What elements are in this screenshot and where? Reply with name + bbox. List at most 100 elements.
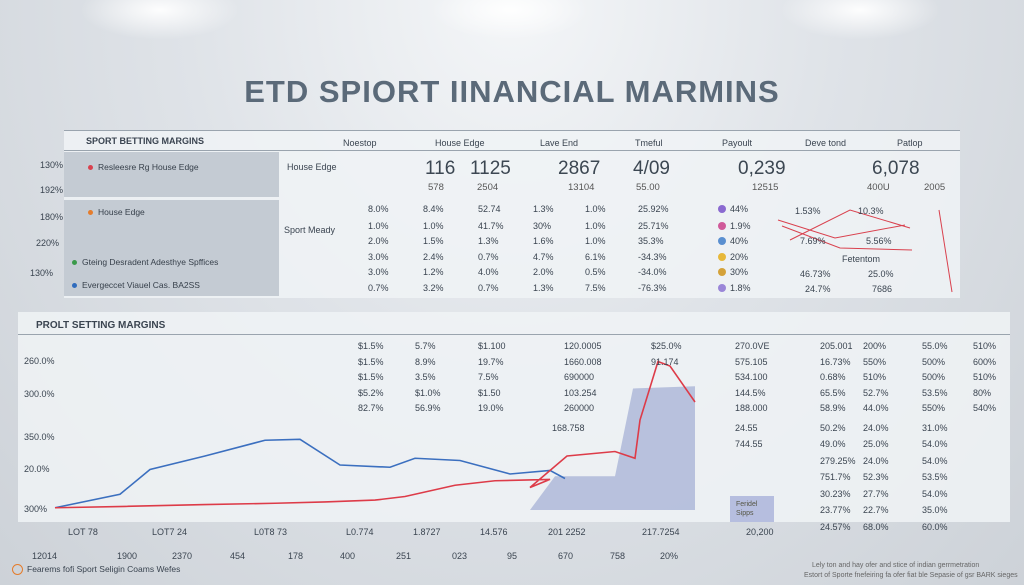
- page-title: ETD SPIORT IINANCIAL MARMINS: [244, 74, 780, 109]
- table-cell: 2.0%: [533, 267, 554, 277]
- table-cell: 20%: [730, 252, 749, 262]
- table-cell: 6.1%: [585, 252, 606, 262]
- table-cell: $5.2%: [358, 387, 384, 398]
- row-label: House Edge: [287, 162, 337, 172]
- profit-margins-panel: PROLT SETTING MARGINS: [18, 312, 1010, 522]
- table-cell: 550%: [863, 356, 887, 367]
- tick-label: 1900: [117, 551, 138, 561]
- sub-value: 55.00: [636, 182, 660, 193]
- table-cell: 68.0%: [863, 521, 889, 532]
- table-cell: 7.5%: [585, 283, 606, 293]
- legend-item: Evergeccet Viauel Cas. BA2SS: [72, 280, 200, 290]
- top-margins-table: SPORT BETTING MARGINS: [64, 130, 960, 298]
- table-heading: SPORT BETTING MARGINS: [86, 136, 205, 146]
- table-cell: 7.5%: [478, 372, 499, 382]
- table-cell: 24.55: [735, 422, 758, 433]
- table-cell: 30%: [730, 267, 749, 277]
- sub-value: 13104: [568, 182, 595, 193]
- table-cell: 1.3%: [533, 283, 554, 293]
- table-cell: 1660.008: [564, 356, 602, 367]
- table-cell: 5.7%: [415, 341, 436, 351]
- table-cell: 103.254: [564, 387, 597, 398]
- table-cell: 120.0005: [564, 341, 602, 351]
- table-cell: $1.50: [478, 387, 501, 398]
- table-cell: 54.0%: [922, 439, 948, 449]
- table-cell: 8.4%: [423, 204, 444, 214]
- table-cell: 1.0%: [368, 221, 389, 231]
- table-heading: PROLT SETTING MARGINS: [36, 320, 166, 331]
- annotation-line: [781, 225, 913, 251]
- table-cell: 44%: [730, 204, 749, 214]
- table-cell: 40%: [730, 236, 749, 246]
- axis-label: 180%: [40, 212, 64, 222]
- table-cell: 744.55: [735, 438, 763, 449]
- axis-label: 130%: [40, 160, 64, 170]
- table-cell: 24.0%: [863, 455, 889, 466]
- column-header: Tmeful: [635, 138, 663, 148]
- table-cell: 54.0%: [922, 455, 948, 466]
- orange-dot-icon: [88, 210, 93, 216]
- annotation-text: 24.7%: [805, 284, 831, 294]
- table-cell: 44.0%: [863, 403, 889, 413]
- column-header: Noestop: [343, 138, 377, 148]
- sub-value: 12515: [752, 182, 779, 193]
- tick-label: 2370: [172, 551, 193, 561]
- table-cell: 1.2%: [423, 267, 444, 277]
- table-cell: 2.0%: [368, 236, 389, 246]
- table-cell: 500%: [922, 356, 946, 367]
- tick-label: 251: [396, 551, 412, 561]
- divider: [64, 130, 960, 131]
- annotation-text: Fetentom: [842, 254, 881, 264]
- table-cell: 24.0%: [863, 422, 889, 433]
- table-cell: 0.7%: [368, 283, 389, 293]
- row-label: 20,200: [746, 527, 774, 537]
- table-cell: 1.0%: [585, 236, 606, 246]
- tick-label: 20%: [660, 551, 679, 561]
- tick-label: 95: [507, 551, 518, 561]
- table-cell: 1.0%: [585, 204, 606, 214]
- table-cell: 80%: [973, 387, 992, 398]
- table-cell: 279.25%: [820, 455, 856, 466]
- annotation-lines: [777, 209, 953, 293]
- legend-item: Resleesre Rg House Edge: [88, 162, 199, 172]
- row-label: 14.576: [480, 527, 508, 537]
- table-cell: 1.3%: [533, 204, 554, 214]
- table-cell: $1.100: [478, 341, 506, 351]
- table-cell: 65.5%: [820, 387, 846, 398]
- table-cell: 500%: [922, 372, 946, 382]
- column-header: Lave End: [540, 138, 579, 148]
- column-header: Deve tond: [805, 138, 847, 148]
- annotation-text: 25.0%: [868, 269, 894, 279]
- table-cell: 56.9%: [415, 403, 441, 413]
- table-cell: 41.7%: [478, 221, 504, 231]
- annotation-line: [938, 209, 953, 293]
- table-cell: 0.7%: [478, 283, 499, 293]
- table-cell: 200%: [863, 341, 887, 351]
- table-cell: 144.5%: [735, 387, 766, 398]
- table-cell: 600%: [973, 356, 997, 367]
- table-cell: 1.8%: [730, 283, 751, 293]
- table-cell: 1.0%: [423, 221, 444, 231]
- table-cell: 1.6%: [533, 236, 554, 246]
- sub-value: 578: [428, 182, 444, 193]
- table-cell: -34.3%: [638, 252, 667, 262]
- table-cell: 1.3%: [478, 236, 499, 246]
- tick-label: 670: [558, 551, 574, 561]
- row-label: L0T8 73: [254, 527, 288, 537]
- tick-label: 12014: [32, 551, 58, 561]
- table-cell: 270.0VE: [735, 341, 770, 351]
- table-cell: $25.0%: [651, 341, 682, 351]
- axis-label: 220%: [36, 238, 60, 248]
- footer-note: Estort of Sporte fnefeiring fa ofer fiat…: [804, 572, 1018, 579]
- y-tick-label: 260.0%: [24, 356, 55, 366]
- table-cell: 4.7%: [533, 252, 554, 262]
- table-cell: 510%: [973, 372, 997, 382]
- info-icon: [12, 564, 23, 576]
- table-cell: 52.3%: [863, 472, 889, 482]
- table-cell: 52.74: [478, 204, 501, 214]
- status-dot-icon: [718, 237, 726, 245]
- table-cell: 19.7%: [478, 356, 504, 367]
- y-tick-label: 300.0%: [24, 389, 55, 399]
- tick-label: 758: [610, 551, 626, 561]
